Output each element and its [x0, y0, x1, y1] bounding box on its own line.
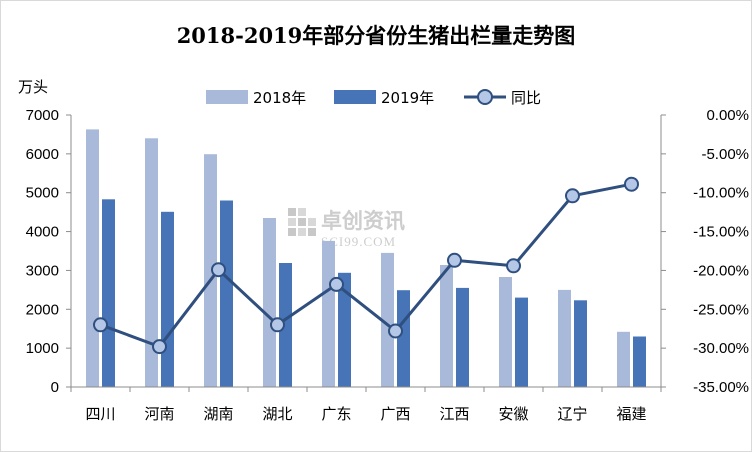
- legend-label-2019: 2019年: [381, 89, 434, 107]
- yoy-point-4: [329, 276, 344, 292]
- legend-swatch-2018: [206, 90, 248, 104]
- y2-tick-label: -10.00%: [693, 185, 749, 202]
- y-tick-label: 0: [51, 379, 59, 396]
- bar-2019-2: [220, 200, 233, 387]
- bar-2018-4: [322, 240, 335, 387]
- y-tick-label: 5000: [26, 185, 59, 202]
- bar-2018-0: [86, 129, 99, 387]
- x-tick-label: 安徽: [498, 405, 528, 423]
- legend-label-2018: 2018年: [253, 89, 306, 107]
- y2-tick-label: -35.00%: [693, 379, 749, 396]
- bar-2019-5: [397, 290, 410, 387]
- x-tick-label: 四川: [85, 405, 115, 423]
- bar-2018-5: [381, 252, 394, 387]
- yoy-point-9: [624, 176, 639, 192]
- legend-marker-yoy: [477, 89, 493, 105]
- yoy-point-3: [270, 317, 285, 333]
- bar-2019-7: [515, 297, 528, 387]
- bar-2019-9: [633, 336, 646, 387]
- yoy-point-7: [506, 258, 521, 274]
- bar-2018-9: [617, 331, 630, 387]
- bar-2018-3: [263, 218, 276, 387]
- x-tick-label: 河南: [144, 405, 174, 423]
- bars-layer: [86, 129, 646, 387]
- legend: 2018年 2019年 同比: [206, 89, 541, 107]
- bar-2018-6: [440, 265, 453, 387]
- x-tick-label: 辽宁: [557, 405, 587, 423]
- yoy-point-6: [447, 252, 462, 268]
- y2-tick-label: -15.00%: [693, 224, 749, 241]
- y-tick-label: 1000: [26, 340, 59, 357]
- x-tick-label: 福建: [616, 405, 646, 423]
- watermark-name: 卓创资讯: [321, 209, 405, 233]
- y2-tick-label: -30.00%: [693, 340, 749, 357]
- x-tick-label: 广东: [321, 405, 351, 423]
- x-tick-label: 广西: [380, 405, 410, 423]
- watermark: 卓创资讯 SCI99.COM: [288, 208, 405, 249]
- bar-2019-4: [338, 272, 351, 387]
- y-tick-label: 2000: [26, 301, 59, 318]
- y-tick-label: 3000: [26, 262, 59, 279]
- bar-2019-1: [161, 211, 174, 387]
- bar-2018-8: [558, 289, 571, 387]
- bar-2019-0: [102, 199, 115, 387]
- watermark-site: SCI99.COM: [321, 234, 396, 249]
- x-tick-label: 江西: [439, 405, 469, 423]
- yoy-point-8: [565, 188, 580, 204]
- yoy-point-5: [388, 323, 403, 339]
- legend-label-yoy: 同比: [511, 89, 541, 107]
- watermark-logo-icon: [288, 208, 316, 236]
- yoy-point-0: [93, 317, 108, 333]
- x-tick-label: 湖南: [203, 405, 233, 423]
- yoy-point-2: [211, 262, 226, 278]
- y-tick-label: 4000: [26, 224, 59, 241]
- axes-layer: 0 1000 2000 3000 4000 5000 6000 7000 -35.00% -30.…: [26, 107, 749, 423]
- yoy-point-1: [152, 339, 167, 355]
- bar-2019-3: [279, 263, 292, 387]
- bar-2018-7: [499, 277, 512, 387]
- y2-tick-label: -20.00%: [693, 262, 749, 279]
- y2-tick-label: -5.00%: [701, 146, 749, 163]
- y2-tick-label: -25.00%: [693, 301, 749, 318]
- bar-2019-6: [456, 287, 469, 387]
- y-tick-label: 6000: [26, 146, 59, 163]
- line-layer: [93, 176, 639, 355]
- y2-tick-label: 0.00%: [706, 107, 749, 124]
- bar-2019-8: [574, 300, 587, 387]
- x-tick-label: 湖北: [262, 405, 292, 423]
- y-tick-label: 7000: [26, 107, 59, 124]
- bar-2018-1: [145, 138, 158, 387]
- legend-swatch-2019: [334, 90, 376, 104]
- bar-2018-2: [204, 154, 217, 387]
- yoy-line: [99, 182, 632, 349]
- chart-title: 2018-2019年部分省份生猪出栏量走势图: [177, 23, 576, 48]
- y-axis-unit: 万头: [18, 78, 48, 96]
